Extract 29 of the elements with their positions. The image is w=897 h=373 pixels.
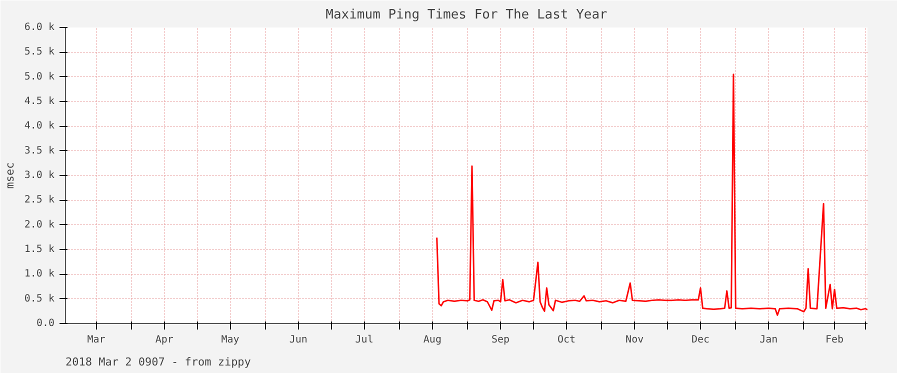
x-tick-label: Feb — [826, 334, 844, 346]
y-tick-label: 4.5 k — [24, 96, 55, 107]
x-tick-label: Apr — [155, 334, 174, 346]
chart-title: Maximum Ping Times For The Last Year — [326, 8, 608, 22]
y-tick-label: 2.0 k — [24, 219, 55, 230]
x-tick-label: Jan — [760, 334, 778, 346]
y-tick-label: 3.0 k — [24, 170, 55, 181]
y-tick-label: 5.5 k — [24, 46, 55, 58]
text: 2018 Mar 2 0907 - from zippy — [66, 356, 252, 368]
y-tick-label: 6.0 k — [24, 22, 55, 33]
y-tick-label: 4.0 k — [24, 120, 55, 132]
x-tick-label: Aug — [423, 334, 442, 346]
y-tick-label: 5.0 k — [24, 71, 55, 82]
x-tick-label: Mar — [87, 334, 106, 346]
x-tick-label: May — [221, 334, 240, 346]
x-tick-label: Dec — [691, 334, 710, 346]
y-tick-label: 3.5 k — [24, 145, 55, 156]
x-tick-label: Oct — [557, 334, 576, 346]
x-tick-label: Nov — [626, 334, 644, 346]
y-tick-label: 0.0 — [36, 318, 54, 329]
line-series — [436, 74, 868, 316]
x-tick-label: Sep — [492, 334, 510, 346]
y-axis-title: msec — [3, 162, 16, 189]
y-tick-label: 1.0 k — [24, 268, 55, 280]
y-tick-label: 1.5 k — [24, 244, 55, 255]
x-tick-label: Jun — [289, 334, 308, 346]
x-tick-label: Jul — [355, 334, 374, 346]
y-tick-label: 2.5 k — [24, 194, 55, 206]
y-tick-label: 0.5 k — [24, 293, 55, 304]
